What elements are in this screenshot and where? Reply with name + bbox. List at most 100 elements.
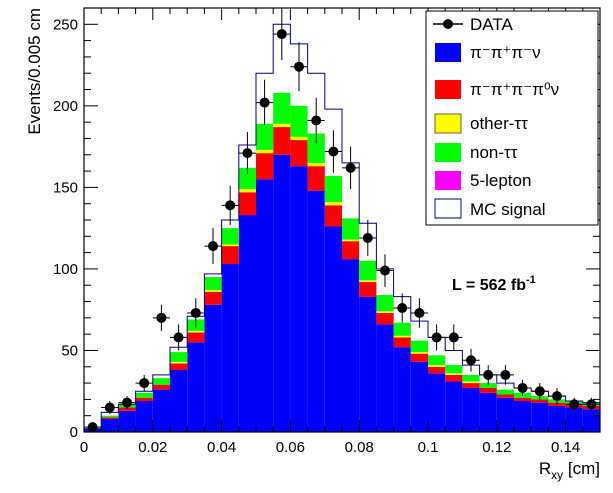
bar-0-14 [324, 226, 342, 432]
bar-1-17 [376, 312, 394, 325]
bar-1-18 [393, 337, 411, 348]
bar-0-22 [462, 387, 480, 432]
bar-2-21 [445, 373, 463, 375]
bar-0-15 [342, 259, 360, 432]
data-point-19 [414, 307, 425, 318]
luminosity-text: L = 562 fb [452, 277, 526, 294]
data-point-22 [466, 355, 476, 366]
legend-label-5-lepton: 5-lepton [470, 171, 531, 190]
bar-0-3 [135, 401, 153, 432]
data-point-23 [483, 369, 494, 380]
bar-2-10 [256, 149, 274, 154]
x-tick-label-5: 0.1 [418, 439, 439, 456]
legend-swatch-mc-signal [434, 198, 462, 219]
bar-0-24 [496, 397, 514, 432]
data-point-24 [500, 369, 511, 380]
bar-3-12 [290, 105, 308, 137]
bar-1-9 [238, 192, 256, 216]
bar-0-12 [290, 166, 308, 432]
bar-3-9 [238, 167, 256, 190]
data-point-17 [380, 265, 390, 276]
x-tick-label-2: 0.04 [207, 439, 236, 456]
bar-3-4 [152, 378, 170, 385]
bar-2-14 [324, 202, 342, 206]
data-point-4 [156, 312, 167, 323]
bar-0-20 [428, 373, 446, 432]
legend-entry-non-tautau: non-ττ [435, 143, 518, 162]
legend-swatch-3pi-pi0 [435, 80, 461, 99]
bar-1-1 [101, 417, 119, 419]
bar-0-27 [548, 405, 566, 432]
data-point-21 [448, 332, 459, 343]
bar-3-3 [135, 392, 153, 398]
bar-2-19 [410, 352, 428, 354]
data-point-1 [104, 402, 115, 413]
y-tick-label-0: 0 [70, 424, 78, 441]
data-point-29 [586, 399, 597, 410]
legend-entry-3pi: π⁻π⁺π⁻ν [435, 43, 541, 62]
bar-3-14 [324, 175, 342, 203]
bar-3-10 [256, 123, 274, 150]
bar-3-13 [307, 133, 325, 163]
bar-3-11 [273, 92, 291, 124]
bar-2-20 [428, 365, 446, 367]
bar-0-25 [514, 401, 532, 432]
bar-2-6 [187, 330, 205, 333]
bar-0-18 [393, 347, 411, 432]
y-tick-label-1: 50 [61, 342, 78, 359]
bar-0-8 [221, 264, 239, 432]
bar-1-14 [324, 205, 342, 227]
bar-1-4 [152, 384, 170, 390]
y-axis-title: Events/0.005 cm [25, 8, 44, 135]
y-tick-label-2: 100 [53, 261, 78, 278]
bar-2-7 [204, 290, 222, 292]
legend-entry-other-tautau: other-ττ [434, 113, 528, 134]
bar-2-15 [342, 239, 360, 242]
data-point-7 [208, 241, 218, 252]
bar-0-29 [582, 409, 600, 432]
bar-2-17 [376, 311, 394, 313]
bar-2-11 [273, 123, 291, 128]
bar-1-11 [273, 127, 291, 155]
legend-data-marker [443, 19, 453, 29]
legend-label-3pi: π⁻π⁺π⁻ν [470, 43, 541, 62]
legend-label-other-tautau: other-ττ [470, 114, 528, 133]
bar-0-19 [410, 361, 428, 432]
y-tick-label-5: 250 [53, 16, 78, 33]
data-point-26 [534, 386, 545, 397]
legend-entry-3pi-pi0: π⁻π⁺π⁻π⁰ν [435, 80, 559, 99]
legend-swatch-3pi [435, 43, 461, 62]
axis-ticks: 0 0.02 0.04 0.06 0.08 0.1 0.12 0.14 0 50 100 150 200… [53, 8, 601, 456]
data-point-25 [517, 382, 528, 393]
bar-3-23 [479, 383, 497, 388]
legend: DATA π⁻π⁺π⁻ν π⁻π⁺π⁻π⁰ν other-ττ non-ττ 5… [425, 10, 599, 226]
bar-1-20 [428, 366, 446, 374]
bar-3-16 [359, 260, 377, 281]
x-axis-title-unit: [cm] [563, 459, 600, 478]
bar-1-13 [307, 166, 325, 191]
bar-0-17 [376, 324, 394, 432]
y-tick-label-3: 150 [53, 179, 78, 196]
bar-3-24 [496, 389, 514, 395]
legend-label-3pi-pi0: π⁻π⁺π⁻π⁰ν [470, 80, 559, 99]
bar-1-24 [496, 394, 514, 398]
bar-1-8 [221, 246, 239, 265]
bar-2-9 [238, 189, 256, 193]
data-point-9 [242, 148, 253, 159]
x-tick-label-4: 0.08 [345, 439, 374, 456]
bar-1-3 [135, 397, 153, 402]
bar-3-19 [410, 340, 428, 353]
data-point-27 [552, 391, 562, 402]
legend-entry-5-lepton: 5-lepton [435, 171, 531, 190]
bar-3-15 [342, 218, 360, 240]
bar-0-10 [256, 179, 274, 432]
x-tick-label-0: 0 [80, 439, 88, 456]
legend-label-data: DATA [470, 15, 513, 34]
data-point-2 [122, 397, 132, 408]
bar-3-18 [393, 322, 411, 336]
bar-1-21 [445, 374, 463, 382]
data-point-0 [87, 422, 98, 433]
x-tick-label-6: 0.12 [482, 439, 511, 456]
x-tick-label-1: 0.02 [138, 439, 167, 456]
bar-0-11 [273, 154, 291, 432]
